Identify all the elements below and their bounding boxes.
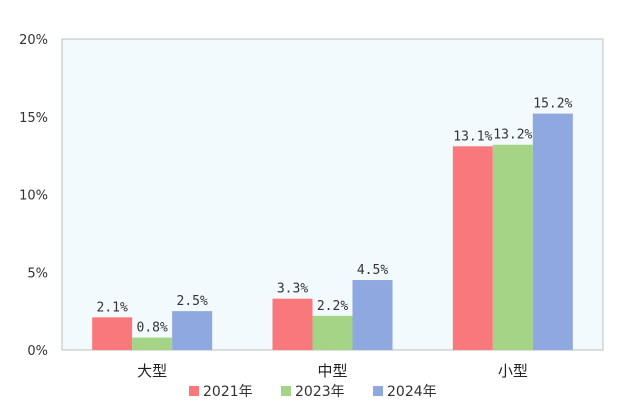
bar — [452, 146, 493, 350]
category-label: 小型 — [498, 362, 528, 380]
bar — [312, 315, 353, 350]
y-axis-ticks: 0% 5% 10% 15% 20% — [19, 33, 48, 359]
legend: 2021年 2023年 2024年 — [189, 384, 437, 400]
legend-swatch — [281, 386, 291, 396]
data-label: 4.5% — [357, 263, 388, 278]
bar — [92, 317, 133, 350]
legend-swatch — [189, 386, 199, 396]
data-label: 13.2% — [493, 128, 532, 143]
y-tick-label: 10% — [19, 189, 48, 204]
data-label: 13.1% — [453, 129, 492, 144]
category-label: 大型 — [137, 362, 167, 380]
bar — [532, 113, 573, 350]
category-labels: 大型 中型 小型 — [137, 362, 528, 380]
bar — [172, 311, 213, 350]
legend-label: 2024年 — [387, 384, 437, 400]
y-tick-label: 15% — [19, 111, 48, 126]
category-label: 中型 — [317, 362, 347, 380]
data-labels: 2.1% 0.8% 2.5% 3.3% 2.2% 4.5% 13.1% 13.2% 15.2% — [97, 97, 573, 336]
data-label: 2.5% — [177, 294, 208, 309]
bar — [132, 337, 173, 350]
bar — [272, 298, 313, 350]
data-label: 2.1% — [97, 300, 128, 315]
y-tick-label: 5% — [27, 266, 48, 281]
data-label: 2.2% — [317, 299, 348, 314]
bar — [492, 144, 533, 350]
legend-label: 2021年 — [203, 384, 253, 400]
y-tick-label: 0% — [27, 344, 48, 359]
legend-label: 2023年 — [295, 384, 345, 400]
legend-swatch — [373, 386, 383, 396]
bar — [352, 280, 393, 350]
data-label: 3.3% — [277, 282, 308, 297]
bars — [92, 113, 573, 350]
y-tick-label: 20% — [19, 33, 48, 48]
data-label: 0.8% — [137, 321, 168, 336]
data-label: 15.2% — [533, 97, 572, 112]
